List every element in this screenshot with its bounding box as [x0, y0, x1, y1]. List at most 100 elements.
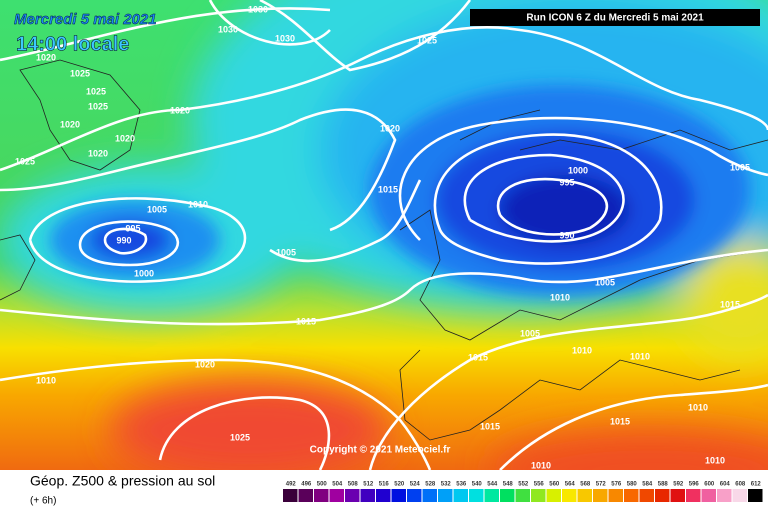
- isobar-label: 1010: [188, 199, 208, 209]
- scale-swatch: [314, 489, 329, 502]
- isobar-label: 990: [559, 230, 574, 240]
- isobar-label: 1005: [730, 162, 750, 172]
- scale-swatch: [345, 489, 360, 502]
- isobar-label: 1015: [610, 416, 630, 426]
- scale-swatch: [329, 489, 344, 502]
- scale-label: 596: [689, 482, 700, 488]
- scale-swatch: [422, 489, 437, 502]
- scale-label: 500: [317, 482, 328, 488]
- isobar-label: 1015: [468, 352, 488, 362]
- scale-swatch: [670, 489, 685, 502]
- isobar-label: 1020: [36, 52, 56, 62]
- scale-swatch: [283, 489, 298, 502]
- isobar-label: 1030: [248, 4, 268, 14]
- run-info: Run ICON 6 Z du Mercredi 5 mai 2021: [526, 13, 704, 24]
- lead-time: (+ 6h): [30, 496, 56, 507]
- scale-swatch: [438, 489, 453, 502]
- scale-label: 580: [627, 482, 638, 488]
- scale-swatch: [376, 489, 391, 502]
- scale-label: 604: [720, 482, 731, 488]
- scale-swatch: [562, 489, 577, 502]
- scale-swatch: [469, 489, 484, 502]
- scale-swatch: [484, 489, 499, 502]
- scale-label: 516: [379, 482, 390, 488]
- isobar-label: 1020: [115, 133, 135, 143]
- scale-label: 560: [549, 482, 560, 488]
- scale-swatch: [500, 489, 515, 502]
- isobar-label: 1010: [630, 351, 650, 361]
- scale-label: 532: [441, 482, 452, 488]
- scale-label: 576: [611, 482, 622, 488]
- isobar-label: 1005: [595, 277, 615, 287]
- isobar-label: 1005: [520, 328, 540, 338]
- isobar-label: 1010: [688, 402, 708, 412]
- scale-swatch: [360, 489, 375, 502]
- copyright: Copyright © 2021 Meteociel.fr: [310, 445, 451, 456]
- scale-label: 600: [704, 482, 715, 488]
- scale-swatch: [593, 489, 608, 502]
- scale-label: 608: [735, 482, 746, 488]
- scale-label: 592: [673, 482, 684, 488]
- isobar-label: 1025: [15, 156, 35, 166]
- isobar-label: 1030: [275, 33, 295, 43]
- isobar-label: 1010: [36, 375, 56, 385]
- scale-label: 508: [348, 482, 359, 488]
- isobar-label: 1005: [147, 204, 167, 214]
- isobar-labels: 1030 1030 1030 1025 1020 1025 1025 1025 1020 1020…: [15, 4, 750, 470]
- isobar-label: 1000: [568, 165, 588, 175]
- scale-swatch: [515, 489, 530, 502]
- scale-label: 568: [580, 482, 591, 488]
- scale-label: 552: [518, 482, 529, 488]
- scale-label: 564: [565, 482, 576, 488]
- scale-swatch: [639, 489, 654, 502]
- scale-swatch: [453, 489, 468, 502]
- isobar-label: 1010: [550, 292, 570, 302]
- scale-swatch: [655, 489, 670, 502]
- isobar-label: 1020: [170, 105, 190, 115]
- isobar-label: 995: [559, 177, 574, 187]
- isobar-label: 1020: [380, 123, 400, 133]
- scale-swatch: [531, 489, 546, 502]
- color-scale: 492 496 500 504 508 512 516 520 524 528 532 536 540 5…: [283, 482, 763, 502]
- scale-label: 496: [301, 482, 312, 488]
- isobar-label: 1015: [480, 421, 500, 431]
- isobar-label: 1015: [296, 316, 316, 326]
- scale-label: 504: [332, 482, 343, 488]
- scale-swatch: [546, 489, 561, 502]
- isobar-label: 1010: [531, 460, 551, 470]
- scale-swatch: [717, 489, 732, 502]
- isobar-label: 1020: [195, 359, 215, 369]
- scale-swatch: [686, 489, 701, 502]
- isobar-label: 1010: [572, 345, 592, 355]
- scale-label: 536: [456, 482, 467, 488]
- scale-swatch: [701, 489, 716, 502]
- isobar-label: 1020: [88, 148, 108, 158]
- scale-label: 544: [487, 482, 498, 488]
- isobar-label: 1025: [70, 68, 90, 78]
- scale-label: 528: [425, 482, 436, 488]
- scale-swatch: [608, 489, 623, 502]
- scale-label: 612: [751, 482, 762, 488]
- date: Mercredi 5 mai 2021: [14, 11, 157, 28]
- scale-swatch: [577, 489, 592, 502]
- footer-title: Géop. Z500 & pression au sol: [30, 473, 215, 489]
- scale-label: 584: [642, 482, 653, 488]
- isobar-label: 1000: [134, 268, 154, 278]
- isobar-label: 1025: [230, 432, 250, 442]
- isobar-label: 1025: [86, 86, 106, 96]
- scale-label: 520: [394, 482, 405, 488]
- scale-label: 572: [596, 482, 607, 488]
- isobar-label: 1005: [276, 247, 296, 257]
- isobar-label: 1030: [218, 24, 238, 34]
- isobar-label: 1020: [60, 119, 80, 129]
- isobar-label: 990: [116, 235, 131, 245]
- scale-swatch: [624, 489, 639, 502]
- scale-swatch: [407, 489, 422, 502]
- scale-label: 512: [363, 482, 374, 488]
- isobar-label: 1025: [417, 35, 437, 45]
- scale-label: 524: [410, 482, 421, 488]
- scale-label: 492: [286, 482, 297, 488]
- isobar-label: 1025: [88, 101, 108, 111]
